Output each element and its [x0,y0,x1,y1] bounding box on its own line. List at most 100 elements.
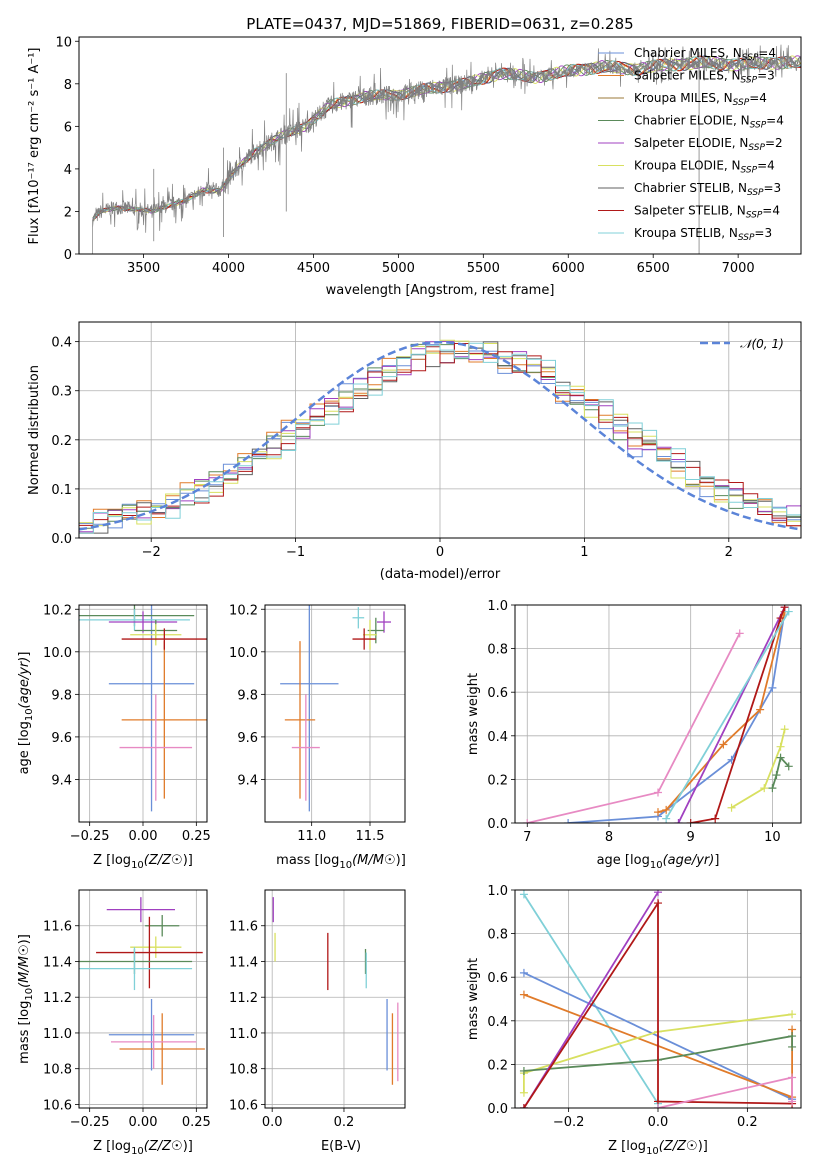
x-tick-label: −0.25 [70,1115,110,1130]
legend-sub: SSP [748,143,765,153]
y-tick-label: 0.4 [487,1015,508,1030]
legend-entry: Chabrier STELIB, NSSP=3 [634,181,781,198]
plus-marker [662,814,671,823]
legend-sub: SSP [738,233,755,243]
plus-marker [784,762,793,771]
legend-label: Salpeter STELIB, N [634,204,746,218]
errorbar-point [130,936,182,958]
axes-frame [514,604,802,824]
legend-entry: Kroupa ELODIE, NSSP=4 [634,159,775,176]
legend-sub: SSP [733,98,750,108]
legend-tail: =4 [749,91,767,105]
ticks: 3500 4000 4500 5000 5500 6000 6500 7000 0 2 4 6 8 10 [55,35,754,276]
ticks: 7 8 9 10 0.0 0.2 0.4 0.6 0.8 1.0 [487,599,780,845]
y-tick-label: 11.6 [43,920,72,935]
figure-title: PLATE=0437, MJD=51869, FIBERID=0631, z=0… [246,15,633,33]
mass-weight-line [523,891,659,1108]
errorbar-point [111,1015,197,1069]
errorbar-point [108,611,178,633]
x-axis-label: wavelength [Angstrom, rest frame] [326,283,555,298]
legend-entry: Chabrier ELODIE, NSSP=4 [634,114,784,131]
plus-marker [654,890,662,897]
label-sub: 10 [650,860,663,871]
label-part: )] [183,1139,193,1154]
errorbar-point [377,611,391,633]
ticks: −0.25 0.00 0.25 9.4 9.6 9.8 10.0 10.2 [43,603,211,844]
x-tick-label: 0 [436,545,444,560]
legend-label: Chabrier STELIB, N [634,181,747,195]
x-tick-label: 7000 [722,261,755,276]
x-tick-label: 11.0 [297,829,326,844]
y-tick-label: 9.8 [51,688,72,703]
plus-marker [519,890,528,899]
plus-marker [654,1104,662,1108]
label-sub: 10 [131,1146,144,1157]
plus-marker [735,629,744,638]
y-axis-label: age [log10(age/yr)] [17,652,35,775]
plus-marker [519,1104,528,1108]
grid-lines [79,890,207,1108]
plus-marker [654,899,662,908]
x-tick-label: 0.25 [182,1115,211,1130]
x-tick-label: 11.5 [356,829,385,844]
axes-frame [264,889,406,1109]
label-part: age [log [17,721,32,774]
x-tick-label: 6500 [637,261,670,276]
legend-entry: Salpeter STELIB, NSSP=4 [634,204,780,221]
errorbar-point [284,641,316,799]
grid-lines [265,605,405,822]
legend-tail: =4 [757,159,775,173]
legend-sub: SSP [741,166,758,176]
observed-spectrum-line [92,44,801,254]
axes-frame [78,604,208,823]
x-axis-label: Z [log10(Z/Z☉)] [93,853,193,871]
plus-marker [788,1097,797,1106]
x-tick-label: 4000 [212,261,245,276]
plus-marker [711,814,720,823]
label-part: Z [log [93,1139,131,1154]
plus-marker [760,784,769,793]
label-part: (M/M☉ [352,853,396,868]
x-tick-label: 0.0 [648,1115,669,1130]
y-tick-label: 11.2 [229,991,258,1006]
plus-marker [776,614,785,623]
x-tick-label: 0.2 [334,1115,355,1130]
errorbar-point [145,915,180,937]
y-tick-label: 0.0 [51,532,72,547]
legend-entry: 𝒩(0, 1) [740,337,784,351]
label-part: (M/M☉ [17,944,32,988]
x-tick-label: 9 [687,830,695,845]
plus-marker [788,1010,797,1019]
legend-label: Salpeter MILES, N [634,69,741,83]
legend-tail: =4 [758,46,776,60]
mass-weight-line [523,1035,793,1072]
label-part: (age/yr) [17,657,32,709]
y-axis-label: Normed distribution [27,365,42,495]
spectrum-panel: 3500 4000 4500 5000 5500 6000 6500 7000 0 2 4 6 8 10 w… [27,35,802,298]
errorbar-point [96,916,203,989]
y-tick-label: 10.6 [43,1098,72,1113]
x-axis-label: Z [log10(Z/Z☉)] [93,1139,193,1157]
mass-weight-line [523,900,793,1108]
errorbar-point [79,609,190,631]
label-part: )] [396,853,406,868]
ticks: −0.2 0.0 0.2 0.0 0.2 0.4 0.6 0.8 1.0 [487,884,757,1130]
y-tick-label: 0.2 [487,773,508,788]
axes-frame [264,604,406,823]
x-tick-label: 0.25 [182,829,211,844]
y-tick-label: 11.0 [43,1027,72,1042]
y-tick-label: 10.0 [43,646,72,661]
mass-weight-line [665,611,790,820]
legend: 𝒩(0, 1) [700,337,784,351]
ticks: −2 −1 0 1 2 0.0 0.1 0.2 0.3 0.4 [51,336,733,560]
legend-sub: SSP [747,188,764,198]
legend-entry: Kroupa MILES, NSSP=4 [634,91,767,108]
y-axis-label: mass [log10(M/M☉)] [17,934,35,1064]
axes-frame [78,889,208,1109]
plot-area [79,605,207,812]
x-tick-label: 5500 [467,261,500,276]
y-tick-label: 11.2 [43,991,72,1006]
errorbar-point [352,607,365,629]
y-tick-label: 10.8 [43,1063,72,1078]
